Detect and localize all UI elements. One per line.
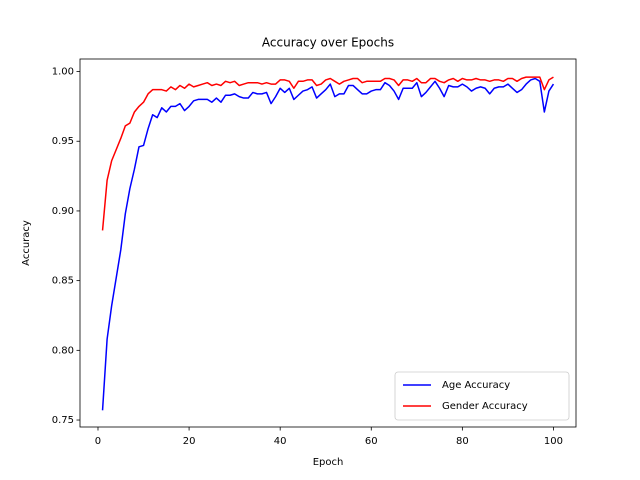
y-tick-label: 0.85: [52, 276, 74, 287]
legend-label: Gender Accuracy: [442, 401, 528, 412]
y-tick-label: 0.95: [52, 136, 74, 147]
legend-label: Age Accuracy: [442, 380, 510, 391]
x-axis-label: Epoch: [313, 457, 344, 468]
x-tick-label: 80: [456, 436, 469, 447]
y-tick-label: 1.00: [52, 67, 74, 78]
y-tick-label: 0.80: [52, 345, 74, 356]
legend-box: [394, 371, 570, 421]
data-line: [101, 77, 555, 411]
y-tick-label: 0.90: [52, 206, 74, 217]
y-axis-label: Accuracy: [21, 220, 32, 266]
y-tick-label: 0.75: [52, 415, 74, 426]
axes-frame: [79, 58, 577, 428]
x-tick-label: 0: [95, 436, 101, 447]
x-tick-label: 20: [183, 436, 196, 447]
data-line: [101, 76, 554, 231]
x-tick-label: 60: [365, 436, 378, 447]
x-tick-label: 100: [544, 436, 563, 447]
chart-title: Accuracy over Epochs: [262, 36, 394, 50]
x-tick-label: 40: [274, 436, 287, 447]
